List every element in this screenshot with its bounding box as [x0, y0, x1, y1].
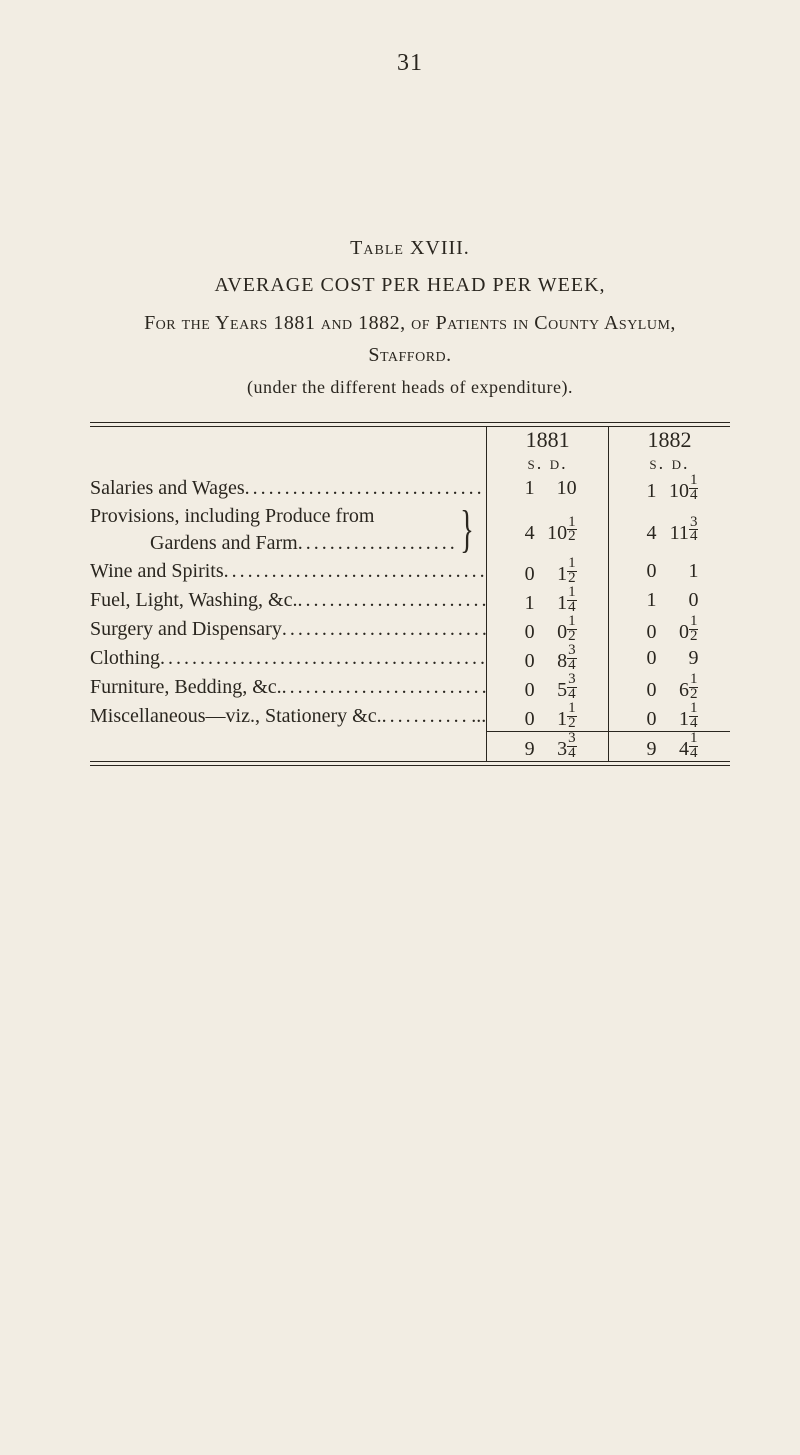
- row-label: Furniture, Bedding, &c.: [90, 673, 487, 702]
- table-row: Surgery and Dispensary00120012: [90, 615, 730, 644]
- row-label: Wine and Spirits: [90, 557, 487, 586]
- row-label: Miscellaneous—viz., Stationery &c. ...: [90, 702, 487, 732]
- cell-1882: 0612: [608, 673, 730, 702]
- cell-1882: 11014: [608, 474, 730, 503]
- page-number: 31: [90, 50, 730, 77]
- cell-1881: 110: [487, 474, 609, 503]
- cost-table: 1881 1882 s. d. s. d. Salaries and Wages…: [90, 422, 730, 766]
- row-label: Fuel, Light, Washing, &c.: [90, 586, 487, 615]
- col-header-1882: 1882: [608, 427, 730, 453]
- table-row: Provisions, including Produce fromGarden…: [90, 503, 730, 557]
- table-label: Table XVIII.: [90, 237, 730, 260]
- title-subtitle-line2: Stafford.: [368, 344, 451, 366]
- total-1882: 9414: [608, 732, 730, 762]
- col-unit-1882: s. d.: [608, 453, 730, 474]
- cell-1881: 41012: [487, 503, 609, 557]
- cell-1881: 1114: [487, 586, 609, 615]
- row-label: Salaries and Wages: [90, 474, 487, 503]
- title-under: (under the different heads of expenditur…: [90, 377, 730, 398]
- cell-1881: 0534: [487, 673, 609, 702]
- row-label: Clothing: [90, 644, 487, 673]
- col-unit-1881: s. d.: [487, 453, 609, 474]
- cell-1882: 41134: [608, 503, 730, 557]
- table-total-row: 9334 9414: [90, 732, 730, 762]
- cell-1881: 0112: [487, 557, 609, 586]
- table-header-row: 1881 1882: [90, 427, 730, 453]
- row-label: Surgery and Dispensary: [90, 615, 487, 644]
- document-page: 31 Table XVIII. AVERAGE COST PER HEAD PE…: [0, 0, 800, 1455]
- table-row: Miscellaneous—viz., Stationery &c. ...01…: [90, 702, 730, 732]
- title-main: AVERAGE COST PER HEAD PER WEEK,: [90, 274, 730, 297]
- title-subtitle: For the Years 1881 and 1882, of Patients…: [90, 307, 730, 371]
- cell-1881: 0112: [487, 702, 609, 732]
- table-row: Wine and Spirits011201: [90, 557, 730, 586]
- cell-1882: 0012: [608, 615, 730, 644]
- cell-1882: 09: [608, 644, 730, 673]
- table-units-row: s. d. s. d.: [90, 453, 730, 474]
- col-header-1881: 1881: [487, 427, 609, 453]
- row-label: Provisions, including Produce fromGarden…: [90, 503, 487, 557]
- cell-1882: 01: [608, 557, 730, 586]
- table-row: Clothing083409: [90, 644, 730, 673]
- cell-1882: 0114: [608, 702, 730, 732]
- total-1881: 9334: [487, 732, 609, 762]
- title-subtitle-line1: For the Years 1881 and 1882, of Patients…: [144, 312, 676, 334]
- cell-1881: 0012: [487, 615, 609, 644]
- table-row: Salaries and Wages11011014: [90, 474, 730, 503]
- cell-1881: 0834: [487, 644, 609, 673]
- cell-1882: 10: [608, 586, 730, 615]
- table-row: Furniture, Bedding, &c.05340612: [90, 673, 730, 702]
- table-row: Fuel, Light, Washing, &c.111410: [90, 586, 730, 615]
